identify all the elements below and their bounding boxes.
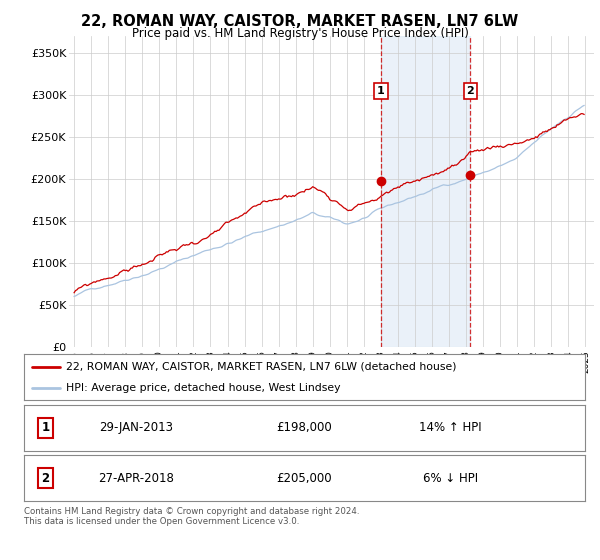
Text: 2: 2 xyxy=(467,86,474,96)
Text: 29-JAN-2013: 29-JAN-2013 xyxy=(99,421,173,435)
Text: 1: 1 xyxy=(377,86,385,96)
Text: 14% ↑ HPI: 14% ↑ HPI xyxy=(419,421,482,435)
Text: £205,000: £205,000 xyxy=(277,472,332,485)
Text: 2: 2 xyxy=(41,472,49,485)
Text: 1: 1 xyxy=(41,421,49,435)
Text: 6% ↓ HPI: 6% ↓ HPI xyxy=(423,472,478,485)
Text: HPI: Average price, detached house, West Lindsey: HPI: Average price, detached house, West… xyxy=(66,383,341,393)
Text: 27-APR-2018: 27-APR-2018 xyxy=(98,472,174,485)
Text: Contains HM Land Registry data © Crown copyright and database right 2024.
This d: Contains HM Land Registry data © Crown c… xyxy=(24,507,359,526)
Bar xyxy=(381,36,470,347)
Text: 22, ROMAN WAY, CAISTOR, MARKET RASEN, LN7 6LW (detached house): 22, ROMAN WAY, CAISTOR, MARKET RASEN, LN… xyxy=(66,362,457,372)
Text: 22, ROMAN WAY, CAISTOR, MARKET RASEN, LN7 6LW: 22, ROMAN WAY, CAISTOR, MARKET RASEN, LN… xyxy=(82,14,518,29)
Text: Price paid vs. HM Land Registry's House Price Index (HPI): Price paid vs. HM Land Registry's House … xyxy=(131,27,469,40)
Text: £198,000: £198,000 xyxy=(277,421,332,435)
